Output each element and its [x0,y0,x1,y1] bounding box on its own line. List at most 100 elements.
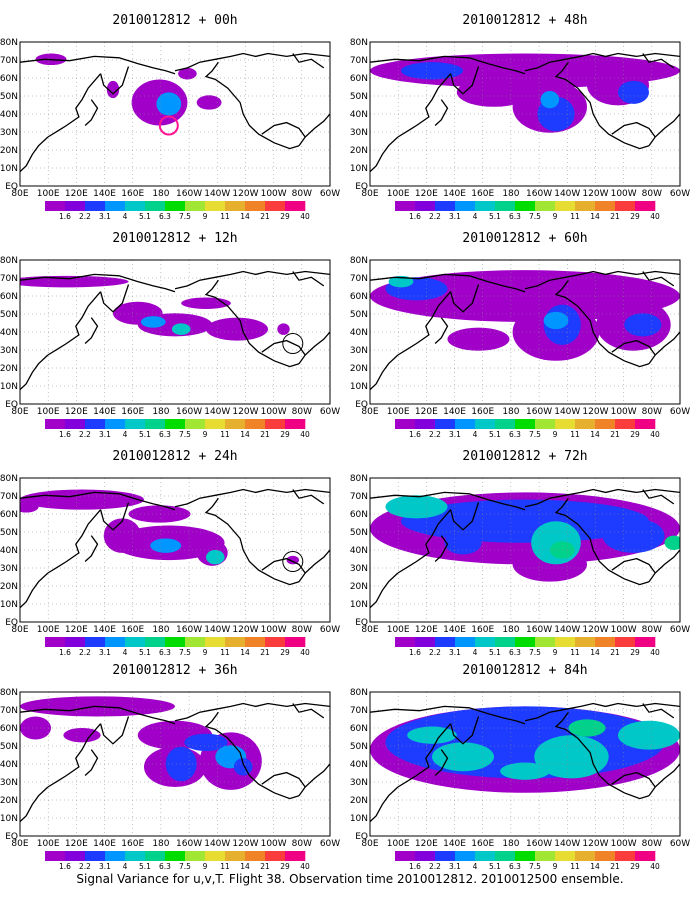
lon-tick-label: 80W [292,407,312,417]
coastline [204,711,300,800]
lat-tick-label: 40N [350,110,368,120]
lon-tick-label: 100E [37,407,60,417]
lon-tick-label: 60W [670,625,690,635]
lat-tick-label: 50N [0,528,18,538]
lat-tick-label: 70N [0,274,18,284]
colorbar-label: 11 [570,648,580,657]
coastline [370,705,526,725]
colorbar-label: 1.6 [59,430,71,439]
colorbar-label: 40 [300,212,310,221]
variance-contour [106,80,120,99]
lat-tick-label: 10N [0,600,18,610]
colorbar-swatch [575,419,596,429]
lat-tick-label: 20N [350,364,368,374]
coastline [449,716,480,745]
colorbar-swatch [515,851,536,861]
lon-tick-label: 100E [387,839,410,849]
colorbar-swatch [145,419,166,429]
lon-tick-label: 60W [320,625,340,635]
colorbar-swatch [105,419,126,429]
colorbar-label: 40 [650,430,660,439]
lon-tick-label: 120W [232,407,258,417]
colorbar-label: 7.5 [529,862,541,871]
colorbar-swatch [475,851,496,861]
colorbar-swatch [65,201,86,211]
colorbar-label: 11 [220,648,230,657]
variance-contour [385,495,448,519]
coastline [20,273,176,293]
colorbar-swatch [415,201,436,211]
coastline [554,61,650,150]
coastline [434,317,449,344]
lon-tick-label: 140E [93,189,116,199]
coastline [20,705,176,725]
colorbar-swatch [125,851,146,861]
colorbar-swatch [435,419,456,429]
colorbar-swatch [395,637,416,647]
lat-tick-label: 20N [350,146,368,156]
colorbar-swatch [285,419,306,429]
coastline [20,572,49,609]
colorbar-label: 2.2 [429,648,441,657]
coastline [642,703,675,719]
coastline [204,61,300,150]
colorbar-swatch [455,851,476,861]
colorbar-swatch [495,637,516,647]
variance-contour [20,716,51,740]
lat-tick-label: 70N [350,706,368,716]
lon-tick-label: 80W [642,839,662,849]
lon-tick-label: 160E [121,189,144,199]
lon-tick-label: 140E [93,407,116,417]
colorbar-swatch [555,851,576,861]
map-frame [19,259,331,405]
coastline [292,271,325,287]
colorbar-swatch [205,637,226,647]
colorbar-label: 3.1 [99,862,111,871]
coastline [642,489,675,505]
colorbar-label: 7.5 [179,648,191,657]
lon-tick-label: 80W [642,625,662,635]
lon-tick-label: 60W [320,839,340,849]
lat-tick-label: 50N [350,528,368,538]
lat-tick-label: 60N [350,724,368,734]
colorbar-swatch [555,419,576,429]
colorbar-swatch [225,851,246,861]
colorbar-swatch [535,419,556,429]
colorbar-swatch [575,637,596,647]
colorbar-label: 29 [280,862,290,871]
variance-contour [206,550,225,565]
colorbar-label: 1.6 [409,212,421,221]
lat-tick-label: 20N [0,796,18,806]
colorbar-swatch [85,637,106,647]
variance-field [370,270,680,361]
panel-title: 2010012812 + 48h [462,13,587,28]
colorbar-label: 14 [240,430,250,439]
lon-tick-label: 60W [670,189,690,199]
lon-tick-label: 160E [471,407,494,417]
coastline [554,497,650,586]
lat-tick-label: 80N [350,256,368,266]
lat-tick-label: 20N [350,796,368,806]
colorbar: 1.6 2.2 3.1 4 5.1 6.3 7.5 9 11 14 21 29 40 [395,419,660,439]
lon-tick-label: 180 [152,189,169,199]
lon-tick-label: 140E [93,625,116,635]
lat-tick-label: EQ [5,618,18,628]
coastline [174,488,330,508]
lon-tick-label: 80E [361,839,378,849]
colorbar-label: 2.2 [79,430,91,439]
colorbar-swatch [225,201,246,211]
colorbar-label: 29 [630,212,640,221]
colorbar-label: 6.3 [159,648,171,657]
coastline [370,572,399,609]
colorbar-label: 14 [240,862,250,871]
colorbar-label: 5.1 [139,212,151,221]
colorbar-swatch [45,637,66,647]
lat-tick-label: 40N [350,546,368,556]
colorbar-label: 9 [553,862,558,871]
colorbar-swatch [615,419,636,429]
colorbar-swatch [415,419,436,429]
colorbar-label: 2.2 [79,862,91,871]
map-frame [369,41,681,187]
lon-tick-label: 140W [204,625,230,635]
colorbar-label: 3.1 [99,430,111,439]
